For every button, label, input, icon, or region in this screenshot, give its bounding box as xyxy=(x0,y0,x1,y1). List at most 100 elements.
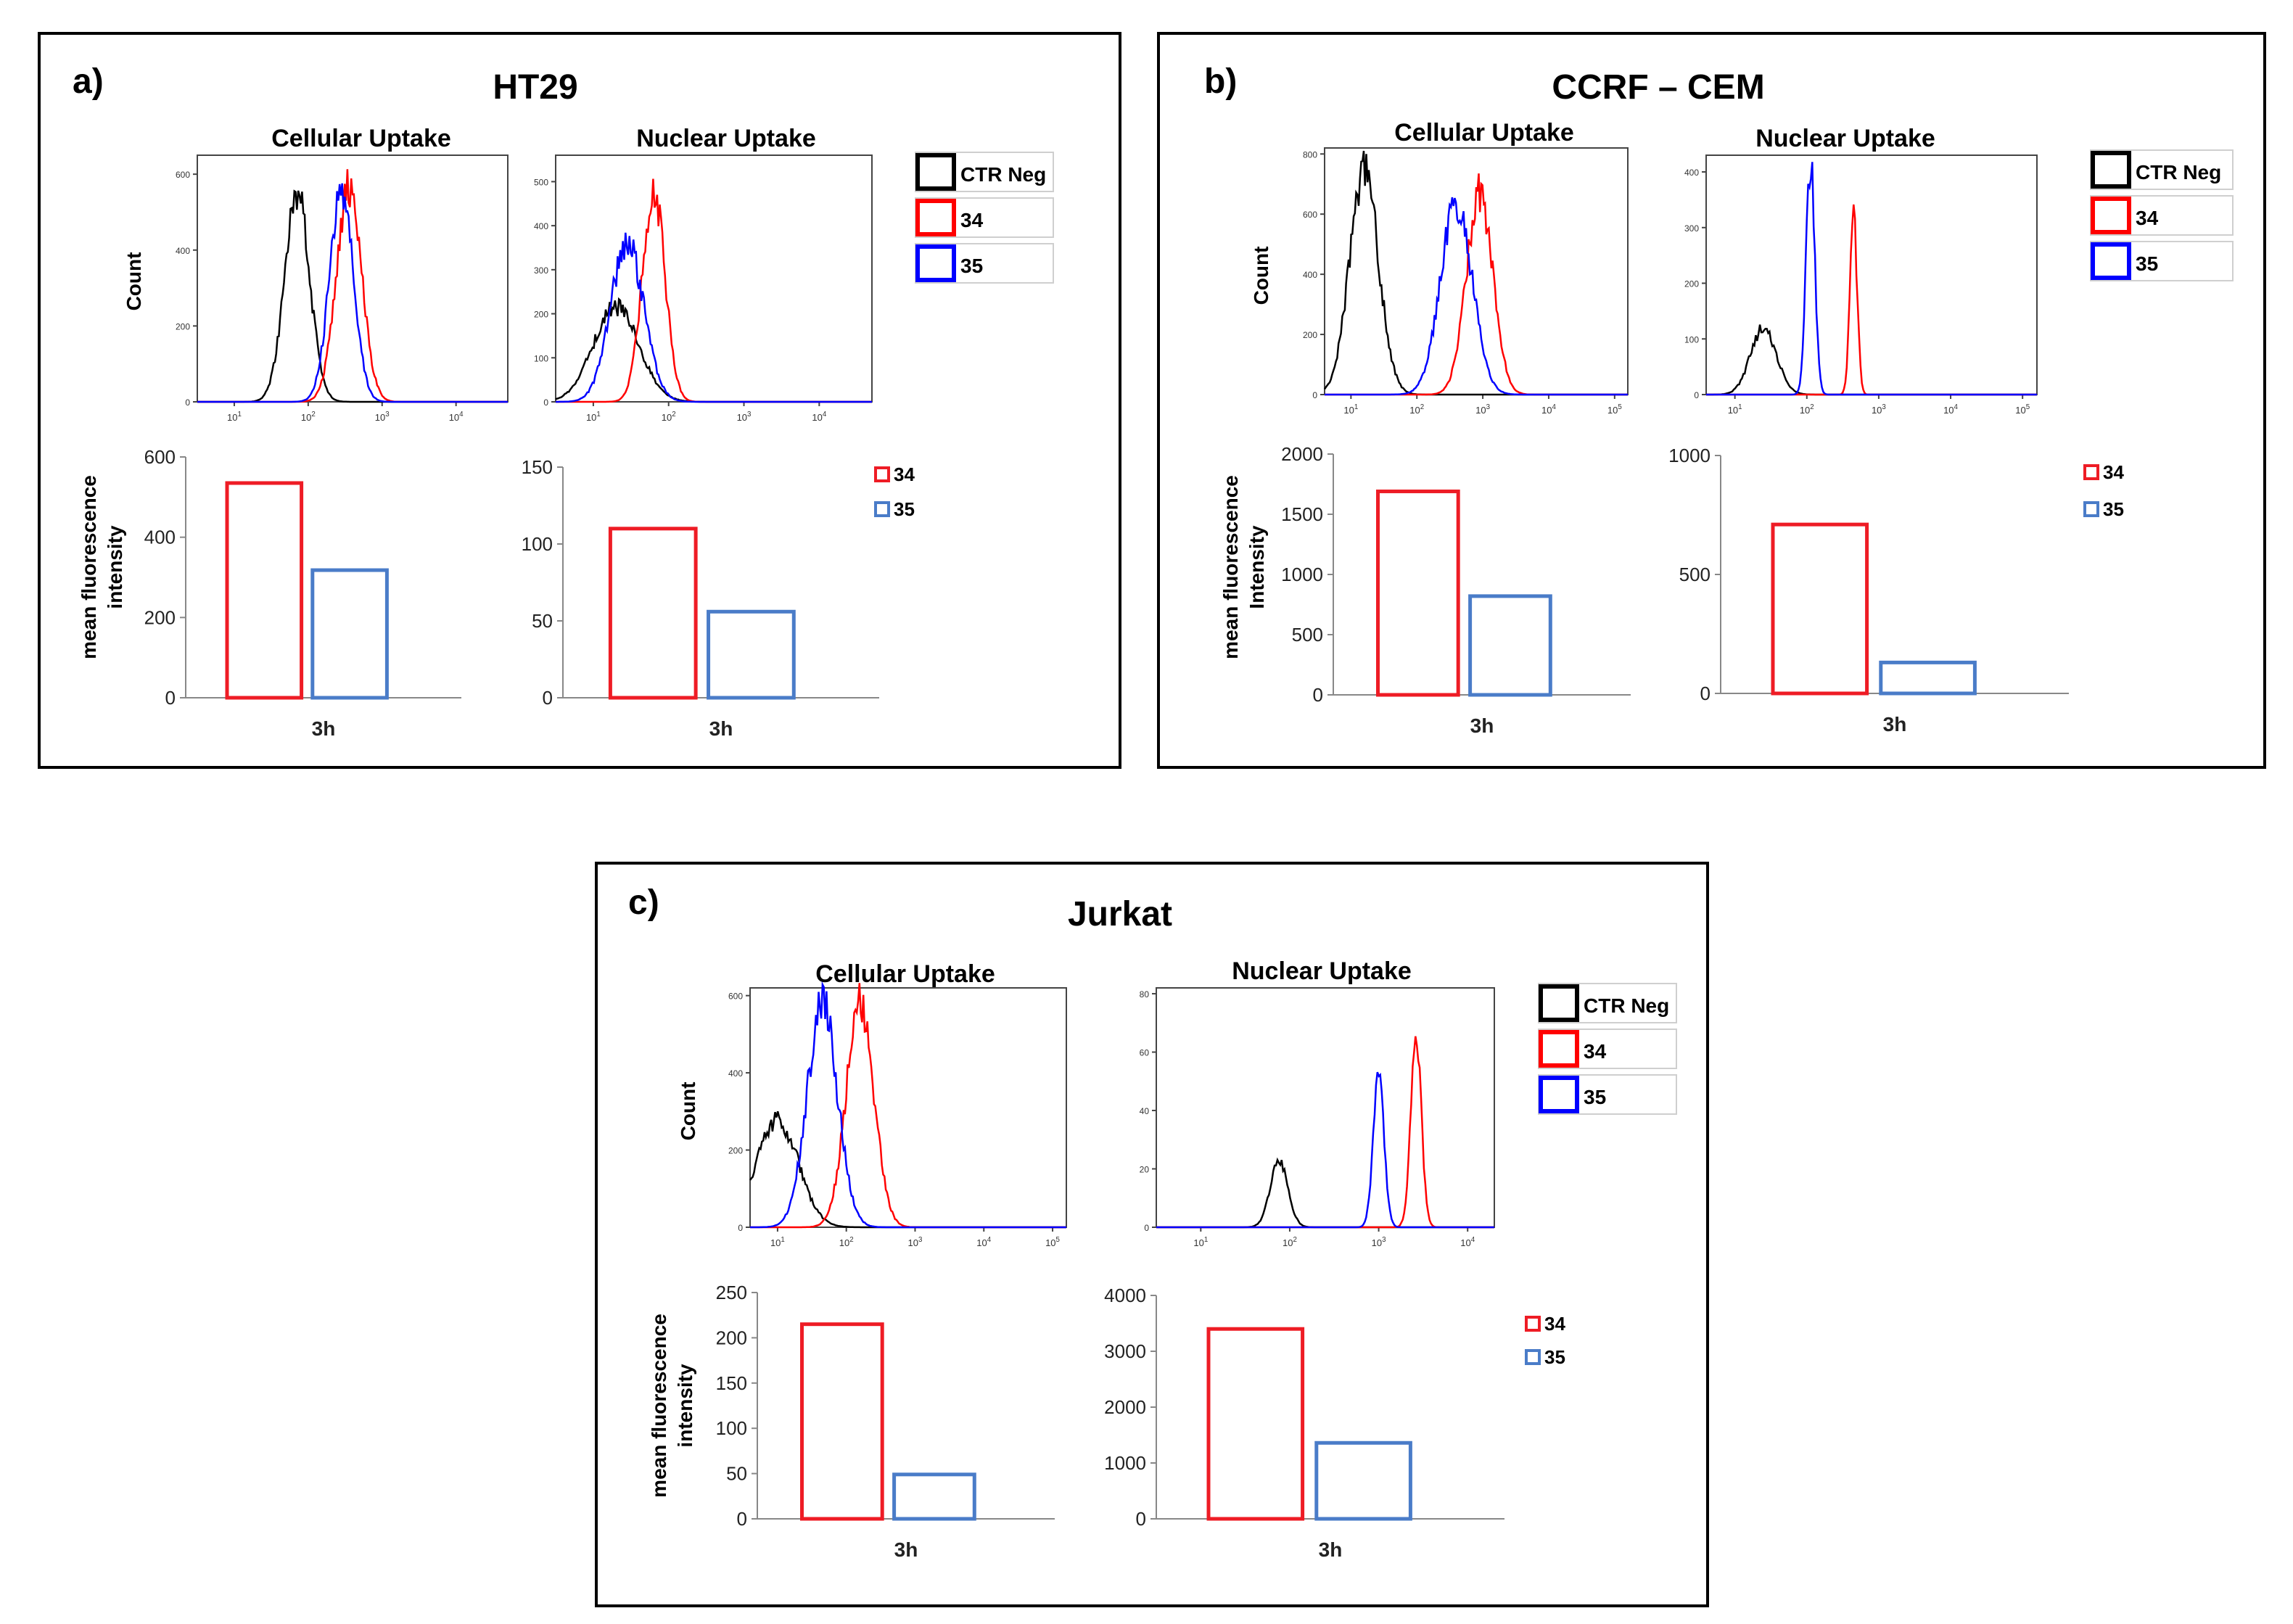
legend-swatch-35 xyxy=(2083,501,2099,517)
x-tick-label: 101 xyxy=(586,411,601,423)
x-tick-label: 103 xyxy=(1475,403,1490,416)
legend-swatch-35 xyxy=(915,244,956,282)
y-axis-label-line-1: mean fluorescence xyxy=(1219,475,1242,659)
y-tick-label: 500 xyxy=(1292,624,1323,646)
y-tick-label: 1000 xyxy=(1668,445,1711,466)
x-tick-label: 101 xyxy=(227,411,242,423)
panel-c-title: Jurkat xyxy=(1068,895,1172,933)
y-tick-label: 1000 xyxy=(1104,1452,1146,1474)
x-tick-label: 105 xyxy=(1607,403,1622,416)
chart-c-nuclear-histogram: Nuclear Uptake 0 20 40 60 80 101 102 103 104 xyxy=(1140,957,1495,1248)
y-tick-label: 0 xyxy=(543,397,548,408)
legend-label-35: 35 xyxy=(2136,252,2158,275)
x-tick-label: 102 xyxy=(301,411,316,423)
y-tick-label: 0 xyxy=(543,687,553,709)
bar-34 xyxy=(608,527,698,700)
x-tick-label: 102 xyxy=(1409,403,1424,416)
x-category-label: 3h xyxy=(1319,1538,1343,1561)
legend-label-34: 34 xyxy=(894,463,915,485)
bar-35 xyxy=(310,568,389,700)
series-curve-ctr-neg xyxy=(1156,1157,1494,1229)
chart-c-nuclear-bars: 0 1000 2000 3000 4000 3h xyxy=(1104,1285,1504,1561)
y-tick-label: 100 xyxy=(534,353,548,363)
chart-title: Cellular Uptake xyxy=(271,125,451,152)
chart-title: Nuclear Uptake xyxy=(1232,957,1412,985)
y-tick-label: 300 xyxy=(534,265,548,276)
bar-34 xyxy=(225,481,304,700)
y-tick-label: 600 xyxy=(1303,210,1317,220)
x-tick-label: 104 xyxy=(976,1236,991,1248)
x-tick-label: 104 xyxy=(449,411,464,423)
plot-frame xyxy=(1705,154,2038,395)
bar-35 xyxy=(707,609,796,700)
y-tick-label: 0 xyxy=(165,687,176,709)
legend-swatch-35 xyxy=(1525,1349,1541,1365)
legend-label-35: 35 xyxy=(960,255,983,277)
legend-label-34: 34 xyxy=(2103,461,2124,483)
legend-b-bars: 34 35 xyxy=(2083,461,2124,520)
legend-label-ctr-neg: CTR Neg xyxy=(2136,161,2221,184)
bar-34 xyxy=(800,1322,884,1521)
legend-row-34 xyxy=(915,197,1054,238)
panel-c-frame xyxy=(595,862,1709,1607)
x-tick-label: 101 xyxy=(1343,403,1358,416)
legend-swatch-35 xyxy=(1539,1076,1579,1113)
y-tick-label: 100 xyxy=(522,533,553,555)
y-tick-label: 60 xyxy=(1140,1048,1150,1058)
legend-swatch-35 xyxy=(874,501,890,517)
chart-a-cellular-histogram: Cellular Uptake Count 0 200 400 600 101 102 10… xyxy=(123,125,509,423)
chart-a-nuclear-histogram: Nuclear Uptake 0 100 200 300 400 500 101 102 103… xyxy=(534,125,873,423)
bar-34 xyxy=(1376,489,1460,697)
legend-swatch-34 xyxy=(1525,1316,1541,1332)
panel-b-frame xyxy=(1157,32,2266,769)
y-tick-label: 2000 xyxy=(1281,443,1323,465)
x-tick-label: 103 xyxy=(737,411,752,423)
y-tick-label: 20 xyxy=(1140,1165,1150,1175)
bar-35 xyxy=(1314,1440,1412,1521)
x-tick-label: 102 xyxy=(839,1236,854,1248)
panel-a-frame xyxy=(38,32,1121,769)
series-curve-35 xyxy=(750,981,1066,1229)
y-tick-label: 800 xyxy=(1303,149,1317,160)
y-tick-label: 50 xyxy=(532,610,553,632)
series-curve-35 xyxy=(1325,197,1628,396)
y-tick-label: 4000 xyxy=(1104,1285,1146,1306)
series-curve-35 xyxy=(1706,162,2037,396)
y-axis-label: Count xyxy=(677,1082,699,1141)
x-tick-label: 105 xyxy=(1045,1236,1060,1248)
legend-swatch-ctr-neg xyxy=(915,153,956,191)
legend-c-bars: 34 35 xyxy=(1525,1313,1565,1368)
y-tick-label: 150 xyxy=(522,456,553,478)
y-tick-label: 400 xyxy=(1303,270,1317,280)
series-curve-34 xyxy=(750,983,1066,1229)
legend-swatch-ctr-neg xyxy=(1539,984,1579,1022)
y-tick-label: 400 xyxy=(144,527,176,548)
bar-34 xyxy=(1206,1327,1305,1521)
legend-c-histogram: CTR Neg 34 35 xyxy=(1538,983,1677,1115)
y-tick-label: 3000 xyxy=(1104,1340,1146,1362)
x-tick-label: 102 xyxy=(1283,1236,1297,1248)
chart-b-cellular-bars: mean fluorescence Intensity 0 500 1000 1500… xyxy=(1219,443,1631,737)
bar-34 xyxy=(1771,522,1869,696)
bar-35 xyxy=(1468,594,1552,697)
x-tick-label: 103 xyxy=(1372,1236,1386,1248)
chart-c-cellular-histogram: Cellular Uptake Count 0 200 400 600 101 102 10… xyxy=(677,960,1067,1248)
y-tick-label: 500 xyxy=(1679,564,1711,585)
x-tick-label: 104 xyxy=(1460,1236,1475,1248)
legend-label-35: 35 xyxy=(1584,1086,1606,1108)
legend-swatch-34 xyxy=(2083,464,2099,480)
legend-swatch-ctr-neg xyxy=(2091,151,2131,189)
series-curve-35 xyxy=(197,183,508,403)
legend-label-34: 34 xyxy=(1544,1313,1565,1335)
y-tick-label: 200 xyxy=(534,310,548,320)
x-tick-label: 102 xyxy=(1800,403,1814,416)
y-tick-label: 200 xyxy=(1684,279,1699,289)
y-axis-label-line-2: intensity xyxy=(674,1364,696,1448)
y-tick-label: 200 xyxy=(728,1146,743,1156)
chart-c-cellular-bars: mean fluorescence intensity 0 50 100 150 200… xyxy=(648,1282,1055,1561)
legend-a-histogram: CTR Neg 34 35 xyxy=(915,152,1054,284)
x-tick-label: 104 xyxy=(812,411,826,423)
y-tick-label: 0 xyxy=(1312,390,1317,400)
legend-row-34 xyxy=(2090,195,2234,236)
bar-35 xyxy=(1879,660,1977,696)
